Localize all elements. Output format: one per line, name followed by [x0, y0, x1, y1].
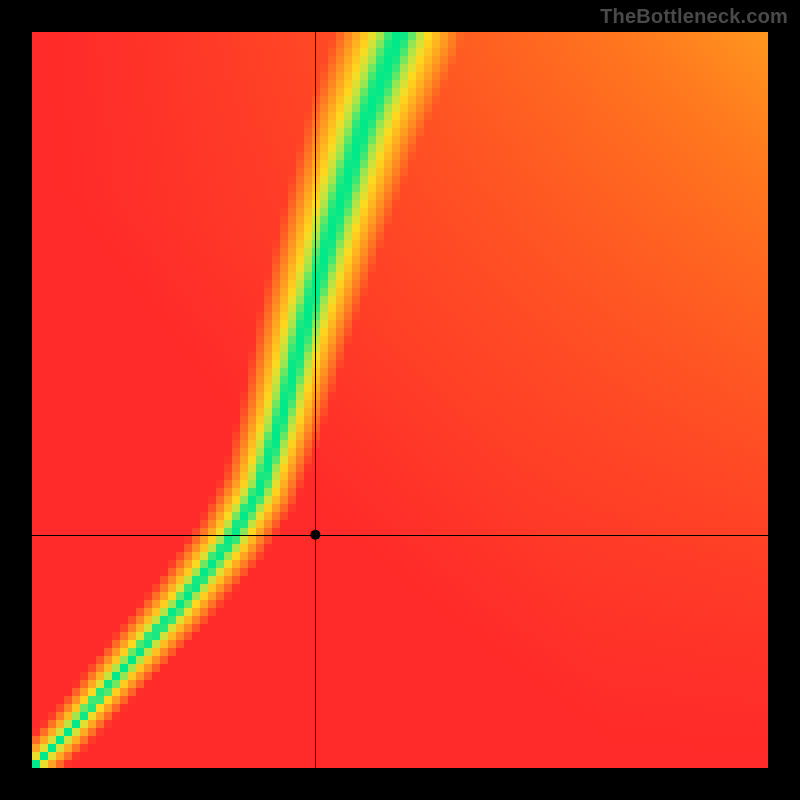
chart-container: TheBottleneck.com: [0, 0, 800, 800]
bottleneck-heatmap: [0, 0, 800, 800]
watermark-text: TheBottleneck.com: [600, 6, 788, 29]
